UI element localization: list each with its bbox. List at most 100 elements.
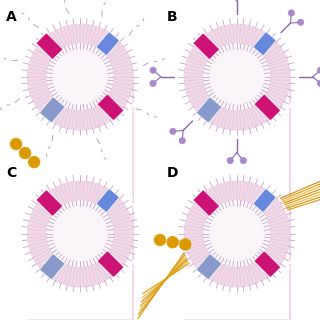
Circle shape: [184, 266, 188, 271]
Circle shape: [49, 177, 54, 181]
Circle shape: [118, 277, 123, 282]
Circle shape: [6, 58, 12, 63]
Circle shape: [180, 260, 185, 264]
Circle shape: [275, 28, 280, 33]
Circle shape: [275, 277, 280, 282]
Circle shape: [43, 125, 47, 130]
Circle shape: [200, 282, 204, 286]
Circle shape: [235, 136, 239, 140]
Circle shape: [135, 96, 140, 101]
Circle shape: [173, 75, 178, 79]
FancyBboxPatch shape: [196, 254, 221, 279]
Circle shape: [128, 196, 133, 201]
Circle shape: [157, 114, 163, 119]
Text: A: A: [6, 10, 17, 24]
Circle shape: [317, 80, 320, 87]
Circle shape: [269, 125, 274, 130]
Circle shape: [16, 231, 21, 236]
Circle shape: [242, 136, 246, 140]
Circle shape: [269, 282, 274, 286]
Circle shape: [184, 196, 188, 201]
FancyBboxPatch shape: [96, 32, 119, 55]
Circle shape: [294, 60, 299, 64]
Circle shape: [256, 289, 261, 293]
Circle shape: [296, 67, 300, 72]
Circle shape: [23, 103, 28, 108]
Circle shape: [249, 291, 254, 296]
Circle shape: [19, 147, 31, 159]
Circle shape: [220, 134, 224, 139]
Circle shape: [175, 89, 179, 94]
Circle shape: [292, 53, 297, 57]
Circle shape: [170, 128, 176, 135]
Circle shape: [99, 144, 104, 149]
Circle shape: [227, 170, 232, 175]
Circle shape: [173, 231, 178, 236]
Circle shape: [78, 136, 82, 140]
Circle shape: [132, 103, 137, 108]
Circle shape: [294, 246, 299, 251]
Circle shape: [294, 217, 299, 221]
Circle shape: [150, 80, 156, 87]
Circle shape: [227, 13, 232, 18]
Circle shape: [27, 266, 32, 271]
Circle shape: [56, 132, 60, 137]
Circle shape: [206, 20, 211, 25]
Circle shape: [135, 210, 140, 214]
Circle shape: [132, 203, 137, 207]
Circle shape: [281, 115, 285, 120]
Circle shape: [213, 289, 217, 293]
Circle shape: [180, 103, 185, 108]
Circle shape: [220, 291, 224, 296]
FancyBboxPatch shape: [254, 251, 280, 277]
Circle shape: [148, 59, 154, 64]
Circle shape: [78, 293, 82, 297]
Circle shape: [194, 121, 198, 125]
Circle shape: [227, 292, 232, 297]
Circle shape: [213, 17, 217, 21]
Circle shape: [203, 43, 270, 110]
Circle shape: [175, 217, 179, 221]
Circle shape: [17, 239, 21, 243]
Circle shape: [128, 109, 133, 114]
Circle shape: [179, 138, 185, 144]
Circle shape: [70, 136, 75, 140]
Circle shape: [25, 12, 30, 17]
Circle shape: [296, 75, 300, 79]
Circle shape: [43, 282, 47, 286]
Circle shape: [17, 67, 21, 72]
Circle shape: [18, 246, 22, 251]
Circle shape: [188, 115, 193, 120]
Circle shape: [106, 159, 111, 164]
Circle shape: [50, 141, 55, 147]
Circle shape: [118, 185, 123, 190]
Circle shape: [124, 115, 128, 120]
Circle shape: [188, 272, 193, 276]
Circle shape: [292, 210, 297, 214]
Circle shape: [100, 5, 105, 10]
Circle shape: [56, 17, 60, 21]
Circle shape: [281, 191, 285, 195]
Circle shape: [85, 292, 90, 297]
Circle shape: [285, 196, 290, 201]
Circle shape: [28, 20, 33, 26]
Circle shape: [298, 19, 304, 25]
FancyBboxPatch shape: [253, 32, 276, 55]
Circle shape: [289, 260, 293, 264]
Circle shape: [16, 9, 21, 14]
Circle shape: [27, 109, 32, 114]
Circle shape: [188, 34, 193, 38]
Circle shape: [269, 24, 274, 28]
FancyBboxPatch shape: [196, 97, 221, 123]
Circle shape: [113, 125, 117, 130]
Circle shape: [70, 13, 75, 18]
Circle shape: [242, 13, 246, 18]
Circle shape: [256, 174, 261, 178]
Circle shape: [44, 148, 49, 154]
FancyBboxPatch shape: [98, 94, 124, 120]
Circle shape: [184, 40, 188, 44]
Circle shape: [184, 109, 188, 114]
Circle shape: [285, 40, 290, 44]
Circle shape: [296, 239, 300, 243]
Circle shape: [78, 13, 82, 18]
